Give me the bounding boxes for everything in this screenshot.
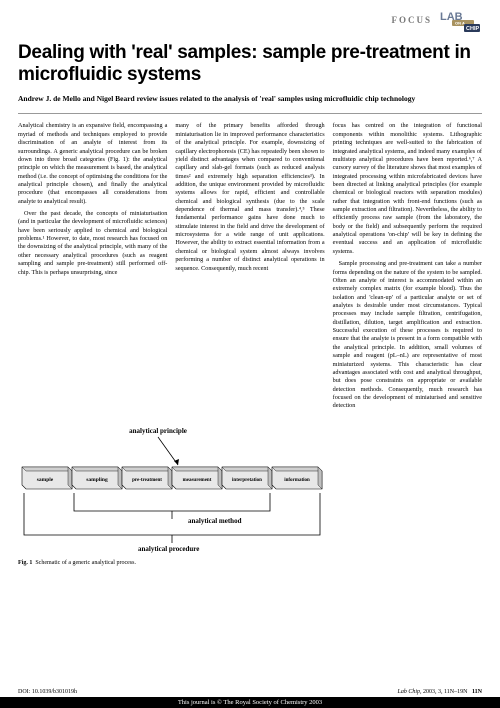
doi: DOI: 10.1039/b301019h [18,689,77,695]
authors-line: Andrew J. de Mello and Nigel Beard revie… [0,94,500,114]
flow-boxes: sample sampling pre-treatment measuremen… [22,467,322,489]
para: many of the primary benefits afforded th… [175,122,324,272]
authors-text: Andrew J. de Mello and Nigel Beard revie… [18,94,415,103]
svg-text:ON A: ON A [455,21,465,26]
column-2: many of the primary benefits afforded th… [175,122,324,414]
fig-text: Schematic of a generic analytical proces… [35,560,136,566]
page-footer: DOI: 10.1039/b301019h Lab Chip, 2003, 3,… [0,687,500,708]
svg-text:interpretation: interpretation [232,478,262,483]
figure-1: analytical principle sample sampling [0,415,500,558]
focus-label: FOCUS [391,15,432,25]
principle-label: analytical principle [129,427,187,435]
footer-line: DOI: 10.1039/b301019h Lab Chip, 2003, 3,… [0,687,500,697]
para: Sample processing and pre-treatment can … [333,260,482,410]
svg-text:sample: sample [37,477,54,483]
para: Over the past decade, the concepts of mi… [18,210,167,277]
column-3: focus has centred on the integration of … [333,122,482,414]
para: focus has centred on the integration of … [333,122,482,256]
svg-text:pre-treatment: pre-treatment [132,478,162,483]
figure-caption: Fig. 1 Schematic of a generic analytical… [0,558,500,570]
svg-text:CHIP: CHIP [466,26,479,32]
svg-text:sampling: sampling [86,477,108,483]
column-1: Analytical chemistry is an expansive fie… [18,122,167,414]
svg-text:measurement: measurement [183,478,212,483]
svg-text:information: information [284,478,310,483]
figure-diagram: analytical principle sample sampling [18,423,328,553]
page-num: 11N [472,689,482,695]
para: Analytical chemistry is an expansive fie… [18,122,167,206]
method-label: analytical method [188,517,242,525]
procedure-label: analytical procedure [138,545,199,553]
citation: Lab Chip, 2003, 3, 11N–19N 11N [398,689,482,695]
body-columns: Analytical chemistry is an expansive fie… [0,122,500,414]
copyright-banner: This journal is © The Royal Society of C… [0,697,500,708]
cit-rest: , 2003, 3, 11N–19N [420,689,467,695]
article-title: Dealing with 'real' samples: sample pre-… [0,36,500,94]
fig-label: Fig. 1 [18,560,32,566]
journal: Lab Chip [398,689,421,695]
lab-on-chip-logo: LAB ON A CHIP [440,8,482,32]
page-header: FOCUS LAB ON A CHIP [0,0,500,36]
divider [18,113,482,114]
